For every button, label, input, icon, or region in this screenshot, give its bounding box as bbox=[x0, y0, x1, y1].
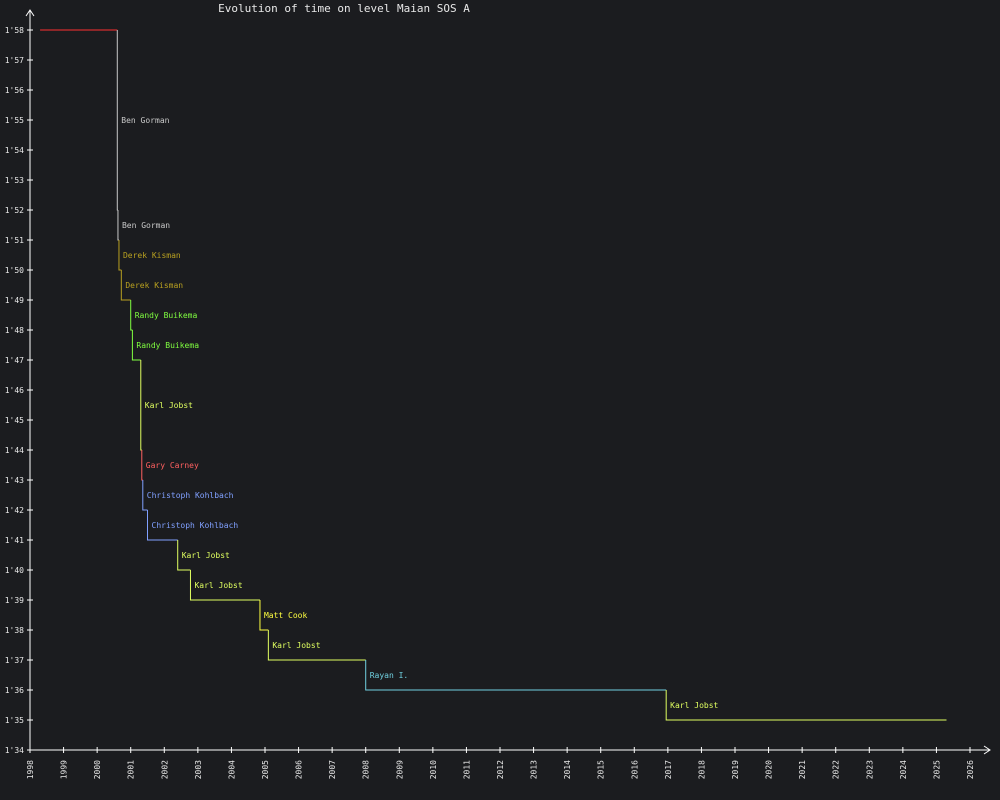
y-tick-label: 1'41 bbox=[5, 536, 24, 545]
x-tick-label: 2011 bbox=[462, 760, 471, 779]
y-tick-label: 1'38 bbox=[5, 626, 24, 635]
x-tick-label: 2001 bbox=[127, 760, 136, 779]
record-step-segment bbox=[259, 600, 269, 631]
record-holder-label: Derek Kisman bbox=[123, 251, 181, 260]
record-holder-label: Ben Gorman bbox=[121, 116, 169, 125]
record-step-segment bbox=[120, 270, 131, 301]
x-tick-label: 2022 bbox=[832, 760, 841, 779]
record-step-series bbox=[40, 29, 947, 721]
record-holder-label: Ben Gorman bbox=[122, 221, 170, 230]
y-tick-label: 1'47 bbox=[5, 356, 24, 365]
y-tick-label: 1'53 bbox=[5, 176, 24, 185]
record-holder-label: Karl Jobst bbox=[182, 551, 230, 560]
y-tick-label: 1'39 bbox=[5, 596, 24, 605]
record-step-segment bbox=[147, 510, 178, 541]
x-tick-label: 2002 bbox=[160, 760, 169, 779]
record-holder-label: Randy Buikema bbox=[135, 311, 198, 320]
x-tick-label: 2012 bbox=[496, 760, 505, 779]
y-tick-label: 1'48 bbox=[5, 326, 24, 335]
record-step-segment bbox=[365, 660, 667, 691]
record-holder-label: Gary Carney bbox=[146, 461, 199, 470]
record-step-segment bbox=[116, 30, 118, 211]
y-tick-label: 1'58 bbox=[5, 26, 24, 35]
y-tick-label: 1'44 bbox=[5, 446, 24, 455]
y-axis-arrow bbox=[25, 9, 35, 17]
y-tick-label: 1'49 bbox=[5, 296, 24, 305]
x-tick-label: 2019 bbox=[731, 760, 740, 779]
x-axis-arrow bbox=[983, 745, 991, 755]
x-tick-label: 2009 bbox=[395, 760, 404, 779]
y-tick-label: 1'40 bbox=[5, 566, 24, 575]
record-step-segment bbox=[131, 330, 141, 361]
x-tick-label: 2016 bbox=[630, 760, 639, 779]
record-holder-label: Randy Buikema bbox=[136, 341, 199, 350]
record-holder-label: Christoph Kohlbach bbox=[152, 521, 239, 530]
x-tick-label: 2000 bbox=[93, 760, 102, 779]
x-tick-label: 2025 bbox=[932, 760, 941, 779]
x-tick-label: 2026 bbox=[966, 760, 975, 779]
record-step-segment bbox=[142, 480, 148, 511]
y-tick-label: 1'34 bbox=[5, 746, 24, 755]
record-holder-labels: Ben Gorman Ben Gorman Derek Kisman Derek Ki… bbox=[121, 116, 718, 710]
record-holder-label: Rayan I. bbox=[370, 671, 409, 680]
x-axis: 1998 1999 2000 2001 2002 2003 2004 2005 2006 2007… bbox=[26, 745, 991, 779]
chart-title: Evolution of time on level Maian SOS A bbox=[218, 2, 470, 15]
x-tick-label: 1998 bbox=[26, 760, 35, 779]
record-holder-label: Karl Jobst bbox=[145, 401, 193, 410]
y-tick-label: 1'50 bbox=[5, 266, 24, 275]
record-step-segment bbox=[189, 570, 260, 601]
x-tick-label: 2005 bbox=[261, 760, 270, 779]
record-step-segment bbox=[177, 540, 191, 571]
record-holder-label: Derek Kisman bbox=[125, 281, 183, 290]
record-step-segment bbox=[267, 630, 366, 661]
y-tick-label: 1'52 bbox=[5, 206, 24, 215]
x-tick-label: 2023 bbox=[865, 760, 874, 779]
y-tick-label: 1'45 bbox=[5, 416, 24, 425]
x-tick-label: 2003 bbox=[194, 760, 203, 779]
x-tick-label: 2010 bbox=[429, 760, 438, 779]
y-tick-label: 1'35 bbox=[5, 716, 24, 725]
x-tick-label: 2020 bbox=[765, 760, 774, 779]
x-tick-label: 2014 bbox=[563, 760, 572, 779]
y-tick-label: 1'51 bbox=[5, 236, 24, 245]
record-holder-label: Matt Cook bbox=[264, 611, 308, 620]
y-tick-label: 1'54 bbox=[5, 146, 24, 155]
record-step-segment bbox=[117, 210, 119, 241]
y-tick-label: 1'57 bbox=[5, 56, 24, 65]
y-tick-label: 1'42 bbox=[5, 506, 24, 515]
record-step-segment bbox=[665, 690, 947, 721]
x-tick-label: 2007 bbox=[328, 760, 337, 779]
record-step-segment bbox=[141, 450, 143, 481]
x-tick-label: 2008 bbox=[362, 760, 371, 779]
record-holder-label: Karl Jobst bbox=[194, 581, 242, 590]
record-step-segment bbox=[118, 240, 122, 271]
record-step-segment bbox=[140, 360, 142, 451]
x-tick-label: 2021 bbox=[798, 760, 807, 779]
x-tick-label: 2006 bbox=[295, 760, 304, 779]
y-tick-label: 1'43 bbox=[5, 476, 24, 485]
y-tick-label: 1'37 bbox=[5, 656, 24, 665]
record-holder-label: Karl Jobst bbox=[272, 641, 320, 650]
y-tick-label: 1'46 bbox=[5, 386, 24, 395]
record-holder-label: Christoph Kohlbach bbox=[147, 491, 234, 500]
y-tick-label: 1'36 bbox=[5, 686, 24, 695]
y-tick-label: 1'56 bbox=[5, 86, 24, 95]
y-tick-label: 1'55 bbox=[5, 116, 24, 125]
record-step-segment bbox=[130, 300, 133, 331]
x-tick-label: 2013 bbox=[530, 760, 539, 779]
x-tick-label: 2017 bbox=[664, 760, 673, 779]
x-tick-label: 2024 bbox=[899, 760, 908, 779]
x-tick-label: 1999 bbox=[60, 760, 69, 779]
x-tick-label: 2018 bbox=[697, 760, 706, 779]
x-tick-label: 2015 bbox=[597, 760, 606, 779]
y-axis: 1'58 1'57 1'56 1'55 1'54 1'53 1'52 1'51 1'50 1'49… bbox=[5, 9, 35, 755]
x-tick-label: 2004 bbox=[227, 760, 236, 779]
record-holder-label: Karl Jobst bbox=[670, 701, 718, 710]
